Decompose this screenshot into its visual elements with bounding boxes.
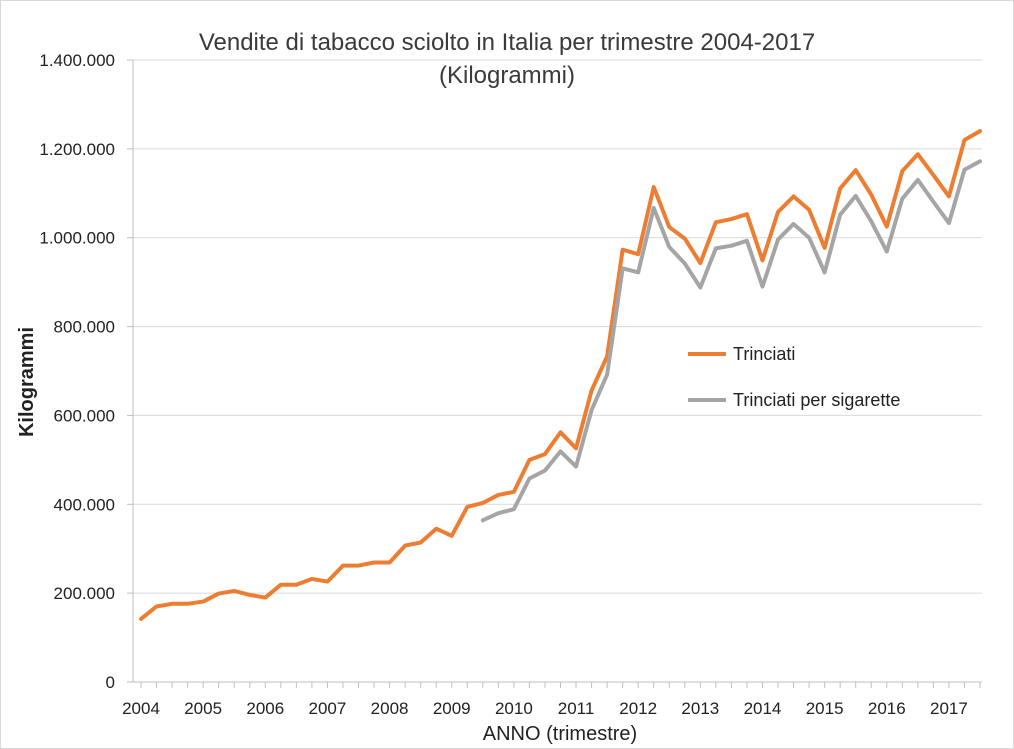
y-tick-label: 1.400.000 (39, 51, 115, 70)
y-tick-label: 600.000 (54, 406, 115, 425)
x-axis-title: ANNO (trimestre) (483, 723, 637, 745)
x-tick-label: 2008 (371, 699, 409, 718)
x-tick-label: 2007 (309, 699, 347, 718)
chart-subtitle: (Kilogrammi) (439, 62, 575, 89)
y-tick-label: 400.000 (54, 495, 115, 514)
x-tick-label: 2011 (558, 699, 595, 718)
y-tick-label: 0 (106, 673, 115, 692)
gridlines (133, 59, 982, 594)
x-tick-label: 2015 (806, 699, 844, 718)
x-tick-label: 2014 (744, 699, 782, 718)
y-tick-label: 1.000.000 (39, 229, 115, 248)
x-tick-label: 2010 (495, 699, 533, 718)
series-line-trinciati (139, 129, 982, 621)
y-axis-title: Kilogrammi (16, 327, 38, 437)
series-line-trinciati-per-sigarette (480, 159, 982, 523)
x-tick-label: 2012 (619, 699, 657, 718)
x-tick-label: 2017 (930, 699, 968, 718)
x-tick-label: 2005 (184, 699, 222, 718)
chart-title: Vendite di tabacco sciolto in Italia per… (199, 29, 815, 56)
series-lines (139, 129, 982, 621)
x-tick-label: 2016 (868, 699, 906, 718)
y-tick-label: 200.000 (54, 584, 115, 603)
x-tick-label: 2006 (246, 699, 284, 718)
axes: 0 200.000 400.000 600.000 800.000 1.000.000 1.… (39, 51, 982, 718)
x-tick-label: 2013 (681, 699, 719, 718)
x-tick-label: 2004 (122, 699, 160, 718)
x-tick-label: 2009 (433, 699, 471, 718)
legend-label: Trinciati per sigarette (733, 390, 900, 410)
legend-label: Trinciati (733, 344, 795, 364)
y-tick-label: 1.200.000 (39, 140, 115, 159)
legend: Trinciati Trinciati per sigarette (688, 344, 900, 410)
y-tick-label: 800.000 (54, 318, 115, 337)
